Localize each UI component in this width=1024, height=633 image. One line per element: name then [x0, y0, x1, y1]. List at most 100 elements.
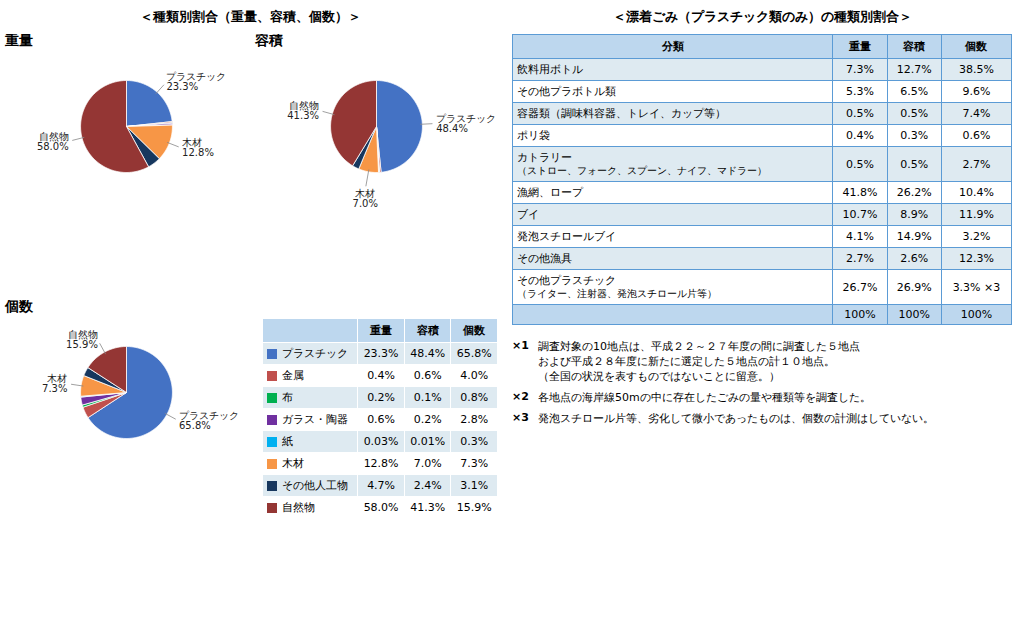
svg-text:木材7.3%: 木材7.3% — [42, 373, 67, 394]
html-text:7.3%: 7.3% — [460, 457, 489, 470]
html-text:7.4%: 7.4% — [962, 107, 991, 120]
html-text:41.3%: 41.3% — [410, 501, 446, 514]
html-text:0.3%: 0.3% — [460, 435, 489, 448]
html-text:12.3%: 12.3% — [959, 252, 994, 265]
html-text:容積: 容積 — [416, 324, 439, 337]
html-text:0.2%: 0.2% — [367, 391, 396, 404]
svg-text:自然物41.3%: 自然物41.3% — [287, 100, 319, 121]
html-text:0.8%: 0.8% — [460, 391, 489, 404]
html-text:23.3%: 23.3% — [363, 347, 399, 360]
html-text:0.5%: 0.5% — [900, 157, 929, 171]
html-text:その他人工物: その他人工物 — [282, 479, 348, 492]
html-text:65.8%: 65.8% — [456, 347, 492, 360]
html-text:分類: 分類 — [661, 40, 684, 53]
svg-text:木材7.0%: 木材7.0% — [353, 188, 378, 209]
html-text:カトラリー: カトラリー — [517, 151, 572, 164]
html-text:2.7%: 2.7% — [845, 252, 874, 265]
html-text:0.4%: 0.4% — [367, 369, 396, 382]
html-text:木材: 木材 — [282, 457, 304, 470]
html-text:ガラス・陶器: ガラス・陶器 — [282, 413, 348, 426]
html-text:ポリ袋: ポリ袋 — [517, 129, 550, 142]
html-text:4.7%: 4.7% — [367, 479, 396, 492]
html-text:0.01%: 0.01% — [410, 435, 446, 448]
html-text:各地点の海岸線50mの中に存在したごみの量や種類等を調査した: 各地点の海岸線50mの中に存在したごみの量や種類等を調査した。 — [538, 391, 871, 404]
html-text:0.6%: 0.6% — [413, 369, 442, 382]
html-text:×1: ×1 — [512, 339, 529, 352]
html-text:14.9%: 14.9% — [896, 230, 932, 243]
html-text:0.6%: 0.6% — [962, 129, 991, 142]
html-text:調査対象の10地点は、平成２２～２７年度の間に調査した５地点: 調査対象の10地点は、平成２２～２７年度の間に調査した５地点 および平成２８年度… — [538, 340, 860, 383]
svg-text:自然物15.9%: 自然物15.9% — [66, 329, 98, 350]
html-text:15.9%: 15.9% — [456, 501, 492, 514]
html-text:100%: 100% — [960, 308, 993, 321]
html-text:12.7%: 12.7% — [896, 63, 932, 76]
html-text:＜漂着ごみ（プラスチック類のみ）の種類別割合＞: ＜漂着ごみ（プラスチック類のみ）の種類別割合＞ — [612, 9, 912, 24]
html-text:12.8%: 12.8% — [363, 457, 399, 470]
html-text:0.1%: 0.1% — [413, 391, 442, 404]
html-text:11.9%: 11.9% — [959, 208, 994, 221]
svg-text:容積: 容積 — [254, 34, 283, 48]
html-text:×3: ×3 — [512, 411, 529, 424]
html-text:4.1%: 4.1% — [845, 230, 874, 243]
html-text:容器類（調味料容器、トレイ、カップ等）: 容器類（調味料容器、トレイ、カップ等） — [517, 107, 726, 120]
html-text:5.3%: 5.3% — [845, 85, 874, 98]
html-text:その他プラスチック: その他プラスチック — [517, 274, 616, 287]
html-text:0.2%: 0.2% — [413, 413, 442, 426]
html-text:2.4%: 2.4% — [413, 479, 442, 492]
html-text:容積: 容積 — [903, 40, 926, 53]
html-text:金属: 金属 — [282, 369, 304, 382]
html-text:2.6%: 2.6% — [900, 252, 929, 265]
html-text:0.5%: 0.5% — [900, 107, 929, 120]
html-text:0.3%: 0.3% — [900, 129, 929, 142]
html-text:7.0%: 7.0% — [413, 457, 442, 470]
svg-text:プラスチック48.4%: プラスチック48.4% — [436, 113, 496, 134]
html-text:6.5%: 6.5% — [900, 85, 929, 98]
html-text:26.2%: 26.2% — [896, 186, 932, 199]
svg-text:自然物58.0%: 自然物58.0% — [37, 131, 69, 152]
html-text:3.2%: 3.2% — [962, 230, 991, 243]
html-text:38.5%: 38.5% — [959, 63, 994, 76]
html-text:2.7%: 2.7% — [962, 157, 991, 171]
html-text:個数: 個数 — [463, 324, 486, 337]
html-text:その他プラボトル類: その他プラボトル類 — [517, 85, 616, 98]
html-text:26.9%: 26.9% — [896, 280, 932, 294]
html-text:0.4%: 0.4% — [845, 129, 874, 142]
html-text:重量: 重量 — [848, 40, 871, 53]
html-text:0.6%: 0.6% — [367, 413, 396, 426]
html-text:0.5%: 0.5% — [845, 107, 874, 120]
html-text:48.4%: 48.4% — [410, 347, 446, 360]
html-text:9.6%: 9.6% — [962, 85, 991, 98]
html-text:2.8%: 2.8% — [460, 413, 489, 426]
html-text:×2: ×2 — [512, 390, 529, 403]
html-text:26.7%: 26.7% — [842, 280, 878, 294]
html-text:自然物: 自然物 — [282, 501, 315, 514]
html-text:10.7%: 10.7% — [842, 208, 878, 221]
html-text:漁網、ロープ: 漁網、ロープ — [517, 186, 583, 199]
html-text:100%: 100% — [844, 308, 876, 321]
html-text:発泡スチロール片等、劣化して微小であったものは、個数の計測は: 発泡スチロール片等、劣化して微小であったものは、個数の計測はしていない。 — [538, 412, 934, 425]
html-text:個数: 個数 — [965, 40, 988, 53]
html-text:4.0%: 4.0% — [460, 369, 489, 382]
html-text:10.4%: 10.4% — [959, 186, 994, 199]
html-text:7.3%: 7.3% — [845, 63, 874, 76]
html-text:3.1%: 3.1% — [460, 479, 489, 492]
html-text:その他漁具: その他漁具 — [517, 252, 572, 265]
html-text:ブイ: ブイ — [517, 208, 539, 221]
html-text:100%: 100% — [898, 308, 930, 321]
svg-text:プラスチック65.8%: プラスチック65.8% — [179, 410, 239, 431]
html-text:発泡スチロールブイ: 発泡スチロールブイ — [517, 230, 616, 243]
html-text:プラスチック: プラスチック — [282, 347, 348, 360]
html-text:41.8%: 41.8% — [842, 186, 878, 199]
svg-text:木材12.8%: 木材12.8% — [182, 137, 214, 158]
html-text:0.5%: 0.5% — [845, 157, 874, 171]
html-text:8.9%: 8.9% — [900, 208, 929, 221]
html-text:重量: 重量 — [370, 324, 393, 337]
html-text:0.03%: 0.03% — [363, 435, 399, 448]
svg-text:プラスチック23.3%: プラスチック23.3% — [166, 71, 226, 92]
html-text:3.3% ×3: 3.3% ×3 — [952, 280, 1001, 294]
svg-text:個数: 個数 — [4, 300, 34, 314]
html-text:＜種類別割合（重量、容積、個数）＞: ＜種類別割合（重量、容積、個数）＞ — [139, 9, 361, 24]
html-text:58.0%: 58.0% — [363, 501, 399, 514]
html-text:飲料用ボトル: 飲料用ボトル — [517, 63, 583, 76]
svg-text:重量: 重量 — [4, 34, 33, 48]
